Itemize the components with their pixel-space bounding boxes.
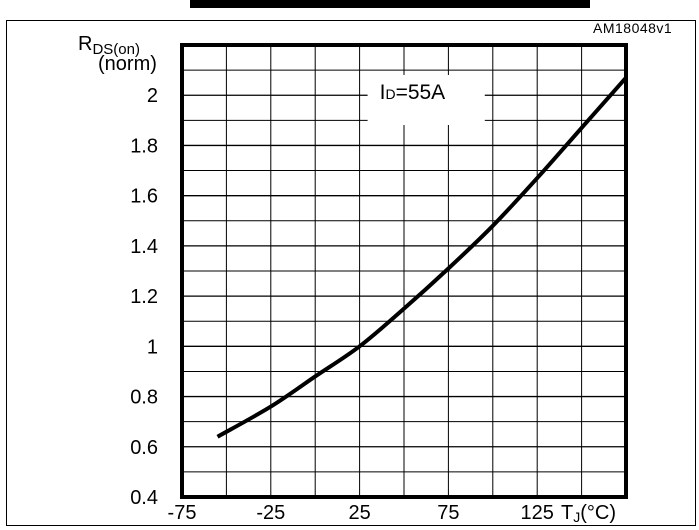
- y-axis-label: RDS(on): [78, 33, 140, 58]
- x-tick-label: 25: [348, 502, 370, 524]
- y-tick-label: 1.6: [130, 186, 158, 208]
- y-tick-label: 1.4: [130, 236, 158, 258]
- x-tick-label: -25: [256, 502, 285, 524]
- annotation-group: ID=55A: [367, 75, 485, 125]
- y-tick-label: 0.4: [130, 487, 158, 509]
- plot-border: [180, 43, 628, 499]
- series-line-0: [216, 76, 628, 439]
- x-tick-label: 125: [521, 502, 554, 524]
- figure-frame: [6, 20, 696, 526]
- x-axis-label: TJ(°C): [561, 502, 616, 525]
- series-layer: [216, 76, 628, 439]
- x-tick-label: 75: [437, 502, 459, 524]
- figure-top-border: [0, 0, 699, 20]
- y-tick-label: 1: [147, 336, 158, 358]
- y-tick-label: 0.6: [130, 437, 158, 459]
- annotation-background: [367, 75, 485, 125]
- x-tick-labels: -75 -25 25 75 125: [168, 502, 554, 524]
- y-tick-labels: 0.4 0.6 0.8 1 1.2 1.4 1.6 1.8 2: [130, 85, 158, 509]
- y-tick-label: 2: [147, 85, 158, 107]
- annotation-label: ID=55A: [380, 81, 446, 104]
- y-axis-unit: (norm): [98, 53, 157, 75]
- y-tick-label: 0.8: [130, 387, 158, 409]
- x-tick-label: -75: [168, 502, 197, 524]
- y-tick-label: 1.8: [130, 135, 158, 157]
- figure-reference-code: AM18048v1: [593, 20, 672, 36]
- grid-lines: [182, 45, 626, 497]
- y-tick-label: 1.2: [130, 286, 158, 308]
